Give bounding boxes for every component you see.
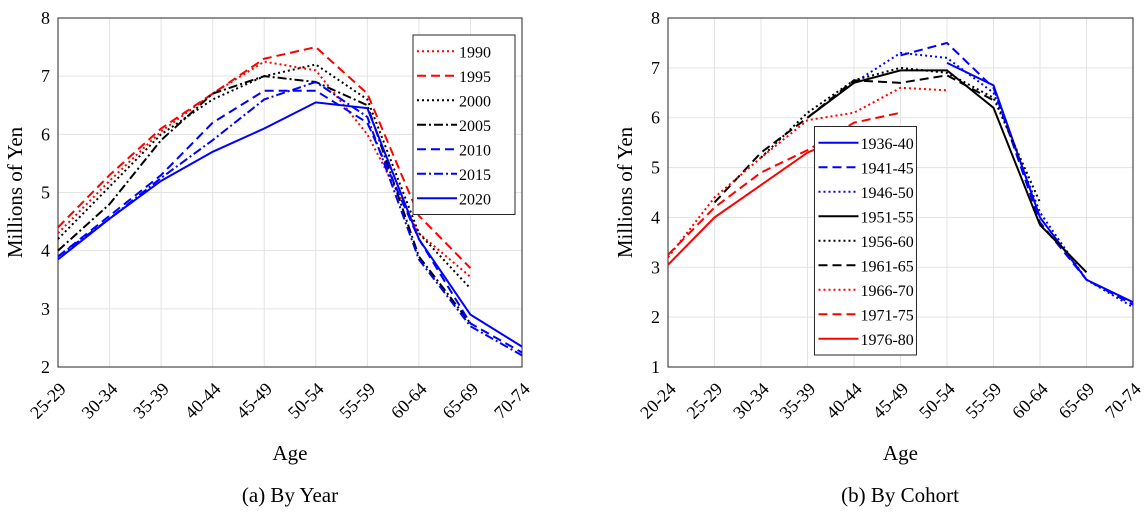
- plot-frame: [667, 17, 1134, 368]
- series-line: [946, 61, 1134, 304]
- legend-label: 1990: [459, 44, 491, 61]
- x-tick-label: 20-24: [636, 379, 680, 423]
- x-tick-label: 50-54: [284, 379, 328, 423]
- x-tick-label: 35-39: [129, 379, 173, 423]
- x-tick-label: 55-59: [962, 379, 1006, 423]
- y-tick-label: 2: [651, 307, 660, 327]
- x-tick-label: 65-69: [438, 379, 482, 423]
- y-tick-label: 8: [41, 8, 50, 28]
- legend-label: 2010: [459, 142, 491, 159]
- series-line: [57, 75, 472, 324]
- legend-label: 1951-55: [860, 209, 913, 226]
- y-tick-label: 5: [41, 183, 50, 203]
- plot-frame: [57, 17, 523, 368]
- y-tick-label: 5: [651, 158, 660, 178]
- x-tick-label: 25-29: [683, 379, 727, 423]
- y-tick-label: 4: [41, 241, 50, 261]
- y-tick-label: 7: [41, 66, 50, 86]
- caption: (b) By Cohort: [841, 483, 959, 507]
- x-tick-label: 70-74: [1101, 379, 1145, 423]
- y-axis-label: Millions of Yen: [613, 126, 637, 258]
- legend-label: 1946-50: [860, 185, 913, 202]
- x-tick-label: 35-39: [776, 379, 820, 423]
- legend-label: 2005: [459, 118, 491, 135]
- series-line: [667, 86, 948, 258]
- x-tick-label: 25-29: [26, 379, 70, 423]
- x-axis-label: Age: [883, 441, 918, 465]
- x-tick-label: 65-69: [1055, 379, 1099, 423]
- x-tick-label: 30-34: [78, 379, 122, 423]
- legend-label: 2000: [459, 93, 491, 110]
- legend-label: 1995: [459, 69, 491, 86]
- y-tick-label: 3: [651, 257, 660, 277]
- legend-label: 1961-65: [860, 258, 913, 275]
- y-tick-label: 1: [651, 357, 660, 377]
- y-tick-label: 6: [41, 124, 50, 144]
- series-line: [806, 69, 1088, 273]
- x-tick-label: 40-44: [181, 379, 225, 423]
- x-tick-label: 60-64: [1008, 379, 1052, 423]
- legend-label: 2015: [459, 167, 491, 184]
- y-tick-label: 3: [41, 299, 50, 319]
- y-tick-label: 4: [651, 207, 660, 227]
- legend-label: 1941-45: [860, 160, 913, 177]
- x-tick-label: 50-54: [915, 379, 959, 423]
- x-tick-label: 70-74: [490, 379, 534, 423]
- series-line: [853, 51, 1134, 309]
- legend-label: 1976-80: [860, 332, 913, 349]
- y-tick-label: 2: [41, 357, 50, 377]
- x-tick-label: 40-44: [822, 379, 866, 423]
- legend-label: 1971-75: [860, 307, 913, 324]
- x-tick-label: 55-59: [335, 379, 379, 423]
- series-line: [713, 74, 994, 204]
- series-line: [900, 41, 1134, 306]
- series-line: [57, 89, 523, 354]
- y-tick-label: 7: [651, 58, 660, 78]
- x-tick-label: 45-49: [869, 379, 913, 423]
- series-line: [57, 45, 472, 269]
- series-line: [57, 101, 523, 348]
- legend-label: 2020: [459, 191, 491, 208]
- legend-box: [813, 126, 917, 356]
- x-tick-label: 30-34: [729, 379, 773, 423]
- y-axis-label: Millions of Yen: [3, 126, 27, 258]
- series-line: [667, 111, 901, 256]
- legend-label: 1966-70: [860, 283, 913, 300]
- y-tick-label: 8: [651, 8, 660, 28]
- legend-label: 1936-40: [860, 136, 913, 153]
- y-tick-label: 6: [651, 108, 660, 128]
- legend-label: 1956-60: [860, 234, 913, 251]
- x-tick-label: 45-49: [232, 379, 276, 423]
- x-tick-label: 60-64: [387, 379, 431, 423]
- series-line: [57, 80, 523, 357]
- x-axis-label: Age: [273, 441, 308, 465]
- caption: (a) By Year: [242, 483, 338, 507]
